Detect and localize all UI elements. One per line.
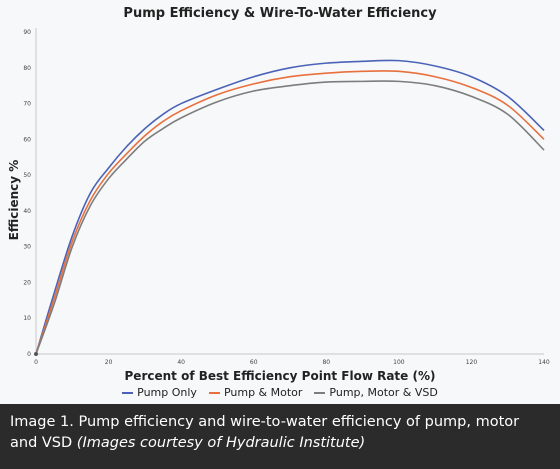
series-line-pump-motor [35,70,545,355]
x-tick-label: 60 [250,359,258,366]
caption-main: Image 1. Pump efficiency and wire-to-wat… [10,414,520,451]
legend-item-pump-motor: Pump & Motor [208,386,303,399]
series-line-pump-motor-vsd [35,80,545,355]
x-tick-label: 140 [538,359,550,366]
legend-label-pump-motor-vsd: Pump, Motor & VSD [329,386,438,399]
y-tick-label: 70 [23,101,31,108]
x-tick-label: 0 [34,359,38,366]
chart-title: Pump Efficiency & Wire-To-Water Efficien… [123,6,437,21]
series-line-pump-only [35,59,545,355]
y-tick-label: 80 [23,65,31,72]
x-tick-label: 120 [466,359,478,366]
legend-label-pump-only: Pump Only [137,386,197,399]
x-axis-label: Percent of Best Efficiency Point Flow Ra… [124,369,436,383]
legend-item-pump-only: Pump Only [122,386,197,399]
legend-item-pump-motor-vsd: Pump, Motor & VSD [314,386,438,399]
y-tick-label: 90 [23,29,31,36]
legend-label-pump-motor: Pump & Motor [223,386,303,399]
y-tick-label: 10 [23,315,31,322]
legend: Pump Only Pump & Motor Pump, Motor & VSD [0,386,560,399]
origin-point [34,352,38,356]
y-tick-label: 0 [27,351,31,358]
image-caption: Image 1. Pump efficiency and wire-to-wat… [0,404,560,469]
y-tick-label: 40 [23,208,31,215]
legend-swatch-pump-only [122,391,134,394]
legend-swatch-pump-motor [208,391,220,394]
efficiency-chart: 0 10 20 30 40 50 60 70 80 90 0 20 40 60 80 100 120 140 [23,28,550,366]
y-axis-label: Efficiency % [7,159,21,241]
x-tick-label: 100 [393,359,405,366]
x-tick-label: 80 [322,359,330,366]
y-tick-label: 60 [23,136,31,143]
x-tick-label: 20 [105,359,113,366]
y-tick-label: 50 [23,172,31,179]
y-tick-label: 30 [23,244,31,251]
legend-swatch-pump-motor-vsd [314,391,326,394]
caption-credit: (Images courtesy of Hydraulic Institute) [76,435,366,451]
y-tick-label: 20 [23,279,31,286]
chart-area: Pump Efficiency & Wire-To-Water Efficien… [0,6,560,399]
x-tick-label: 40 [177,359,185,366]
